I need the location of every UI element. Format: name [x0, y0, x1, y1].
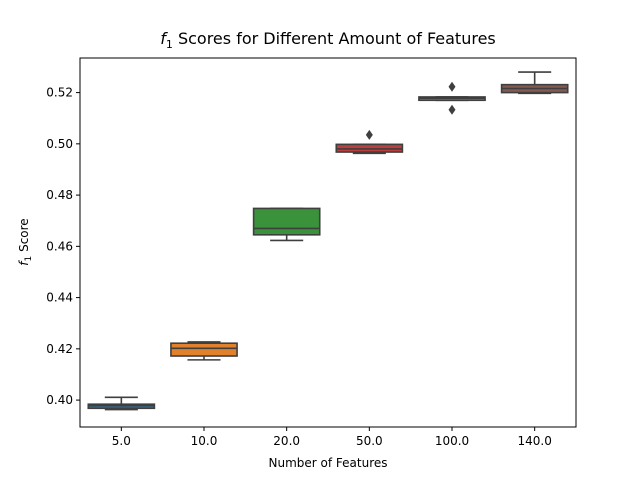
x-tick-label: 100.0	[435, 434, 469, 448]
chart-title: f1 Scores for Different Amount of Featur…	[160, 29, 496, 51]
x-tick-label: 10.0	[191, 434, 218, 448]
y-tick-label: 0.48	[46, 188, 73, 202]
x-axis-label: Number of Features	[269, 456, 388, 470]
y-tick-label: 0.42	[46, 342, 73, 356]
outlier-point	[365, 129, 373, 140]
box-10.0	[170, 341, 238, 361]
box-20.0	[252, 207, 321, 242]
box-140.0	[500, 71, 569, 95]
x-axis: 5.0 10.0 20.0 50.0 100.0 140.0	[112, 427, 552, 448]
outlier-point	[448, 104, 456, 115]
x-tick-label: 140.0	[517, 434, 551, 448]
x-tick-label: 5.0	[112, 434, 131, 448]
x-tick-label: 20.0	[273, 434, 300, 448]
x-tick-label: 50.0	[356, 434, 383, 448]
y-tick-label: 0.46	[46, 239, 73, 253]
y-tick-label: 0.50	[46, 137, 73, 151]
y-axis: 0.40 0.42 0.44 0.46 0.48 0.50 0.52	[46, 86, 80, 407]
y-axis-label: f1 Score	[17, 218, 34, 265]
y-tick-label: 0.52	[46, 86, 73, 100]
iqr-box	[252, 207, 321, 236]
axes-frame	[79, 57, 577, 428]
plot-area	[87, 71, 569, 411]
box-5.0	[87, 396, 156, 411]
y-tick-label: 0.44	[46, 291, 73, 305]
outlier-point	[448, 81, 456, 92]
iqr-box	[170, 342, 238, 357]
box-50.0	[335, 129, 404, 155]
box-100.0	[418, 81, 486, 115]
y-tick-label: 0.40	[46, 393, 73, 407]
